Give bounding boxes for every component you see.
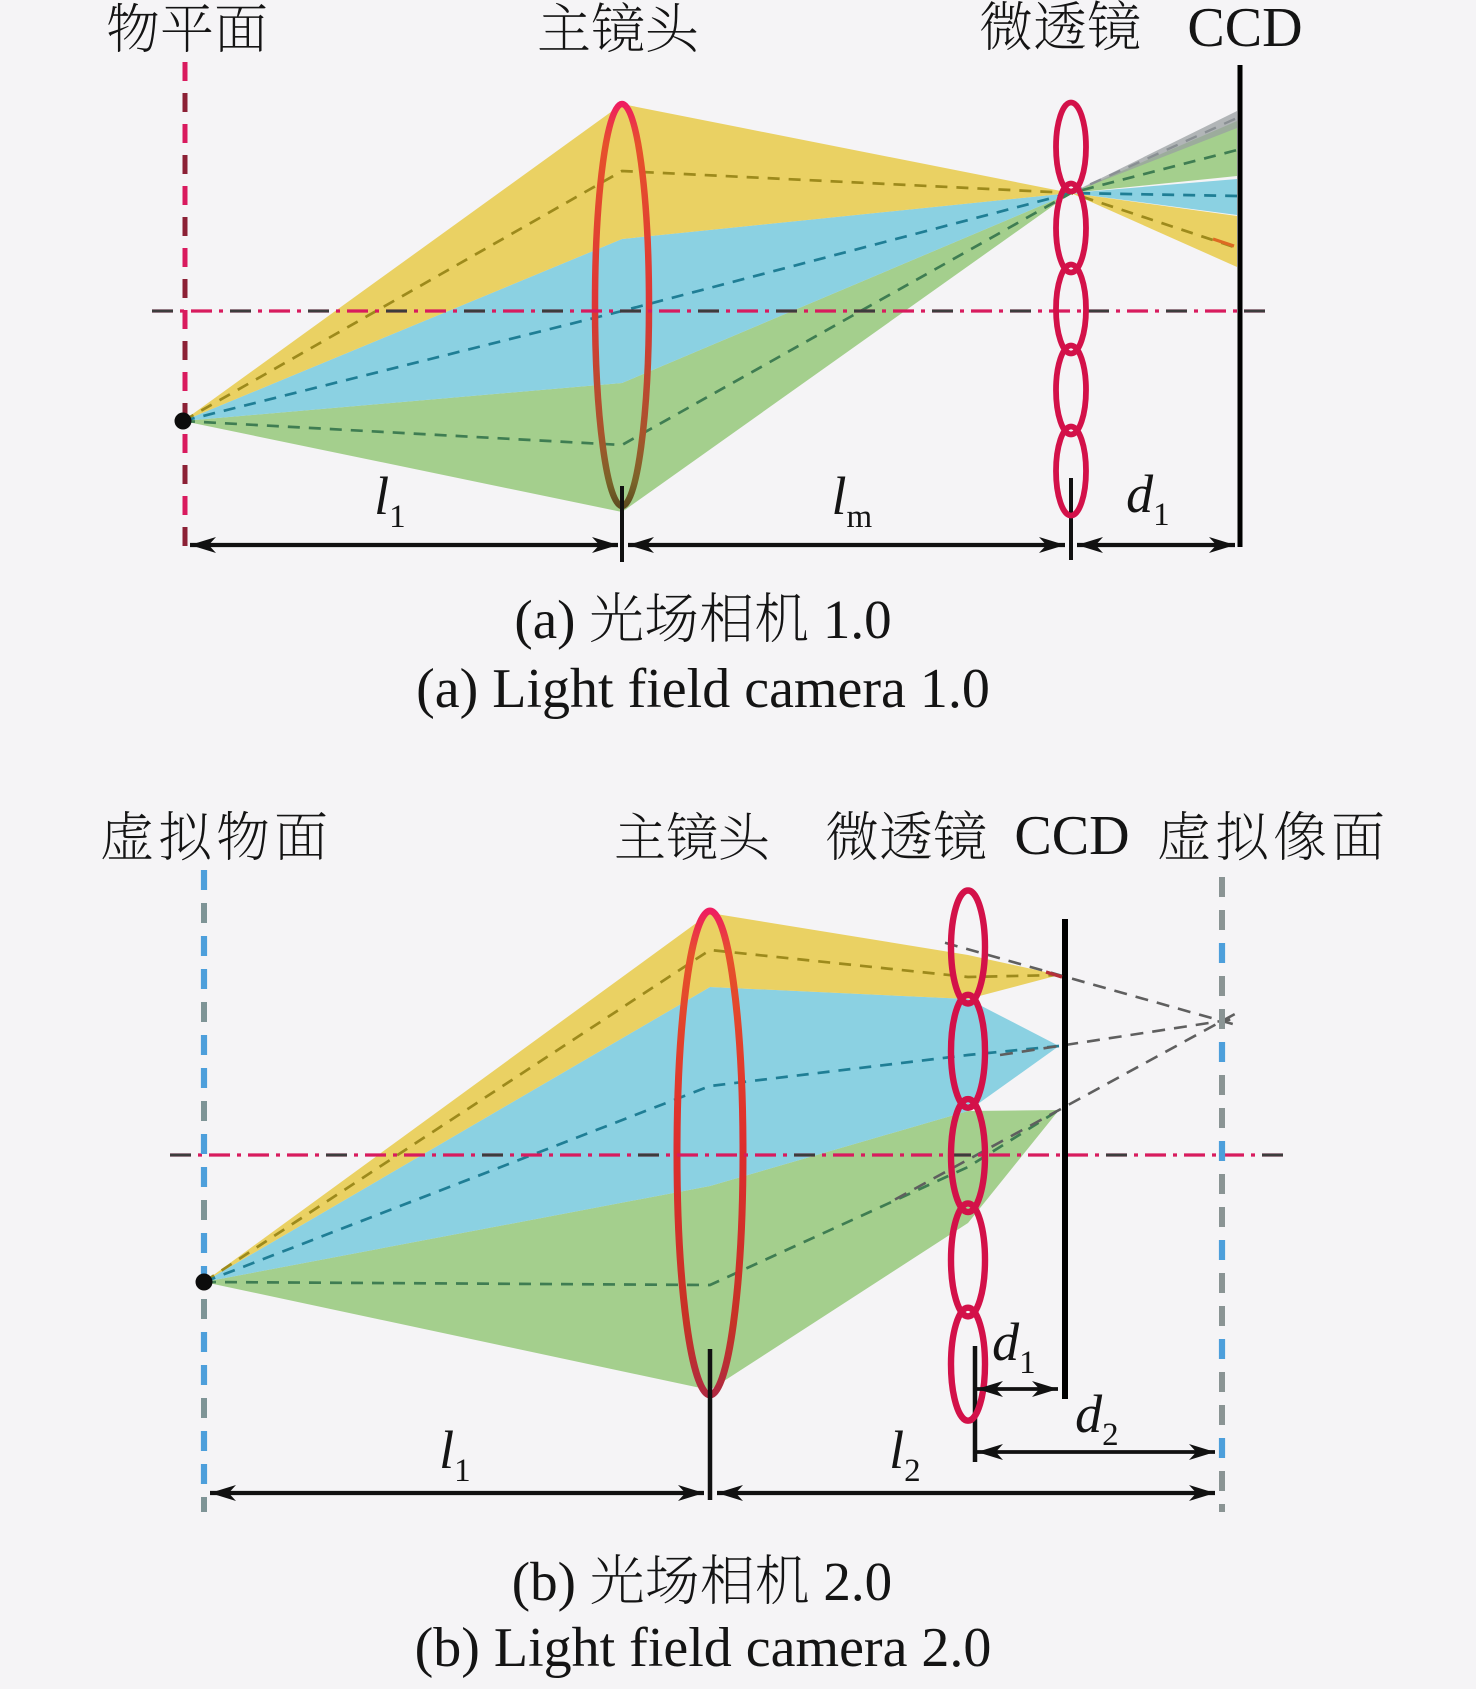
svg-text:1: 1 xyxy=(1153,497,1170,533)
svg-text:l: l xyxy=(374,466,389,526)
svg-text:2: 2 xyxy=(904,1453,921,1489)
svg-text:CCD: CCD xyxy=(1014,805,1129,867)
svg-text:CCD: CCD xyxy=(1187,0,1302,59)
svg-text:(a) Light field camera 1.0: (a) Light field camera 1.0 xyxy=(416,658,990,720)
svg-text:l: l xyxy=(439,1420,454,1480)
svg-text:m: m xyxy=(847,499,873,535)
svg-text:(a): (a) xyxy=(514,589,575,650)
svg-text:l: l xyxy=(889,1420,904,1480)
svg-text:(b) Light field camera 2.0: (b) Light field camera 2.0 xyxy=(415,1617,992,1679)
svg-text:d: d xyxy=(992,1312,1020,1372)
svg-text:2.0: 2.0 xyxy=(823,1551,892,1612)
svg-text:2: 2 xyxy=(1102,1417,1119,1453)
svg-text:1: 1 xyxy=(454,1453,471,1489)
svg-text:l: l xyxy=(832,466,847,526)
svg-text:(b): (b) xyxy=(512,1551,576,1612)
svg-text:1.0: 1.0 xyxy=(823,589,892,650)
svg-text:d: d xyxy=(1075,1384,1103,1444)
svg-text:1: 1 xyxy=(1019,1345,1036,1381)
svg-text:1: 1 xyxy=(389,499,406,535)
svg-text:d: d xyxy=(1126,464,1154,524)
